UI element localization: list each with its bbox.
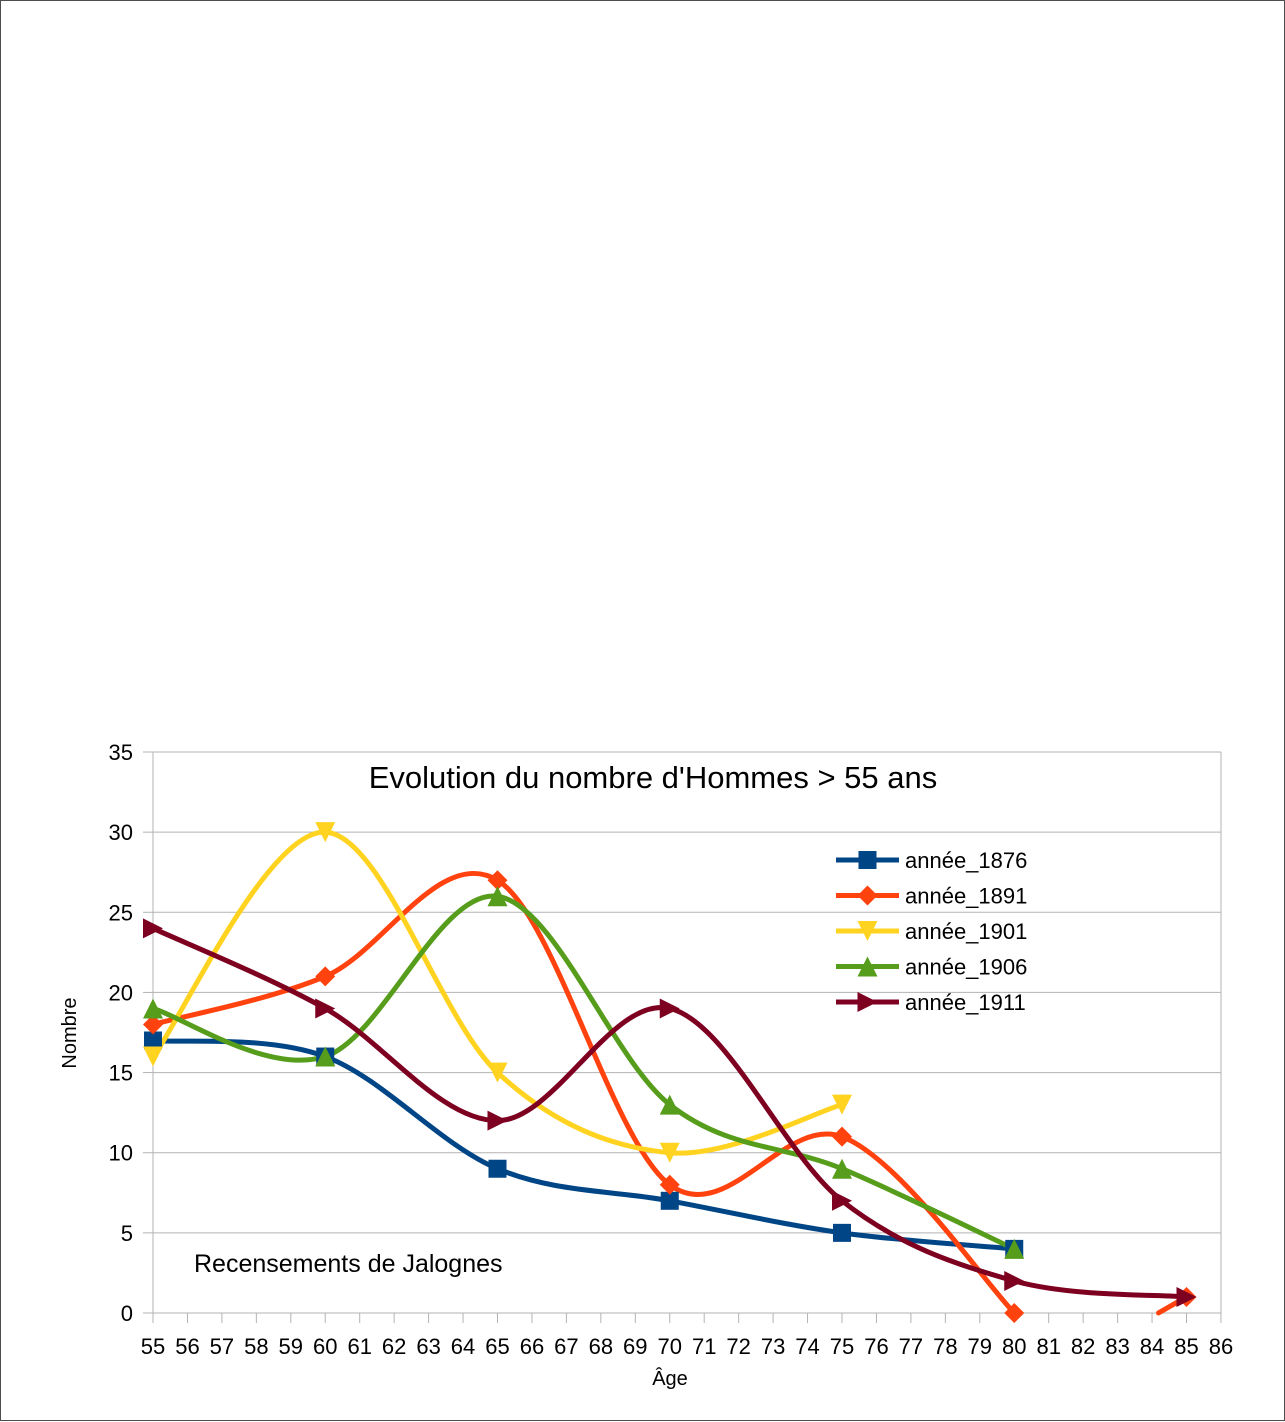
- x-tick-label: 78: [933, 1334, 957, 1359]
- data-point-année_1906: [1004, 1238, 1025, 1259]
- x-axis-title: Âge: [652, 1367, 688, 1390]
- data-point-année_1901: [832, 1094, 852, 1115]
- data-point-année_1911: [315, 998, 336, 1019]
- x-tick-label: 81: [1036, 1334, 1060, 1359]
- data-point-année_1901: [315, 822, 336, 843]
- x-tick-label: 79: [968, 1334, 992, 1359]
- x-tick-label: 70: [658, 1334, 682, 1359]
- x-tick-label: 69: [623, 1334, 647, 1359]
- x-tick-label: 64: [451, 1334, 475, 1359]
- x-tick-label: 77: [899, 1334, 923, 1359]
- legend: année_1876 année_1891 année_1901 année_1906…: [836, 848, 1027, 1015]
- legend-label: année_1901: [905, 919, 1027, 944]
- data-point-année_1911: [1176, 1286, 1197, 1307]
- series-markers: [143, 822, 1197, 1323]
- x-tick-label: 55: [141, 1334, 165, 1359]
- x-tick-label: 68: [589, 1334, 613, 1359]
- x-tick-label: 86: [1209, 1334, 1233, 1359]
- y-tick-label: 30: [109, 820, 133, 845]
- series-line-année_1901: [150, 829, 845, 1156]
- x-tick-label: 59: [279, 1334, 303, 1359]
- x-tick-label: 58: [244, 1334, 268, 1359]
- x-tick-label: 72: [726, 1334, 750, 1359]
- y-tick-label: 25: [109, 900, 133, 925]
- x-tick-label: 61: [347, 1334, 371, 1359]
- data-point-année_1891: [143, 1014, 163, 1035]
- data-point-année_1891: [832, 1126, 852, 1147]
- legend-marker-année_1911: [857, 992, 878, 1012]
- data-point-année_1891: [315, 966, 336, 987]
- y-tick-label: 20: [109, 980, 133, 1005]
- legend-label: année_1906: [905, 955, 1027, 980]
- x-tick-label: 66: [520, 1334, 544, 1359]
- x-tick-label: 75: [830, 1334, 854, 1359]
- data-point-année_1891: [1004, 1303, 1025, 1323]
- x-tick-label: 73: [761, 1334, 785, 1359]
- legend-label: année_1891: [905, 884, 1027, 909]
- x-tick-label: 63: [416, 1334, 440, 1359]
- data-point-année_1901: [659, 1142, 680, 1163]
- x-tick-label: 74: [795, 1334, 819, 1359]
- legend-marker-année_1906: [857, 956, 878, 977]
- x-tick-label: 80: [1002, 1334, 1026, 1359]
- data-point-année_1911: [659, 998, 680, 1019]
- x-tick-label: 84: [1140, 1334, 1164, 1359]
- x-tick-label: 71: [692, 1334, 716, 1359]
- x-tick-label: 67: [554, 1334, 578, 1359]
- y-tick-label: 35: [109, 740, 133, 765]
- data-point-année_1891: [487, 870, 508, 891]
- legend-marker-année_1901: [857, 921, 878, 941]
- x-tick-label: 60: [313, 1334, 337, 1359]
- series-line-année_1891: [150, 870, 1017, 1316]
- data-point-année_1906: [315, 1046, 336, 1067]
- series-line-année_1876: [150, 1038, 1017, 1252]
- legend-marker-année_1891: [857, 885, 878, 906]
- x-tick-label: 62: [382, 1334, 406, 1359]
- legend-marker-année_1876: [858, 851, 877, 869]
- legend-label: année_1911: [905, 990, 1026, 1015]
- chart-title: Evolution du nombre d'Hommes > 55 ans: [369, 760, 938, 795]
- y-tick-label: 0: [121, 1301, 133, 1326]
- legend-label: année_1876: [905, 848, 1027, 873]
- data-point-année_1901: [487, 1062, 508, 1083]
- data-point-année_1906: [143, 998, 163, 1019]
- y-tick-label: 10: [109, 1141, 133, 1166]
- data-point-année_1911: [1004, 1270, 1025, 1291]
- data-point-année_1876: [488, 1159, 507, 1178]
- y-tick-label: 15: [109, 1061, 133, 1086]
- data-point-année_1876: [660, 1191, 679, 1210]
- x-tick-label: 83: [1105, 1334, 1129, 1359]
- data-point-année_1906: [832, 1158, 852, 1179]
- y-tick-label: 5: [121, 1221, 133, 1246]
- data-point-année_1901: [143, 1046, 163, 1067]
- x-tick-label: 76: [864, 1334, 888, 1359]
- x-tick-label: 82: [1071, 1334, 1095, 1359]
- data-point-année_1906: [487, 886, 508, 907]
- y-axis-title: Nombre: [59, 997, 81, 1068]
- data-point-année_1906: [659, 1094, 680, 1115]
- x-tick-label: 56: [175, 1334, 199, 1359]
- data-point-année_1911: [487, 1110, 508, 1131]
- chart-annotation: Recensements de Jalognes: [194, 1250, 503, 1278]
- data-point-année_1911: [143, 918, 163, 939]
- data-point-année_1891: [659, 1174, 680, 1195]
- x-tick-label: 65: [485, 1334, 509, 1359]
- data-point-année_1911: [832, 1190, 852, 1211]
- data-point-année_1876: [144, 1031, 162, 1050]
- data-point-année_1876: [833, 1223, 851, 1242]
- x-tick-label: 85: [1174, 1334, 1198, 1359]
- x-tick-label: 57: [210, 1334, 234, 1359]
